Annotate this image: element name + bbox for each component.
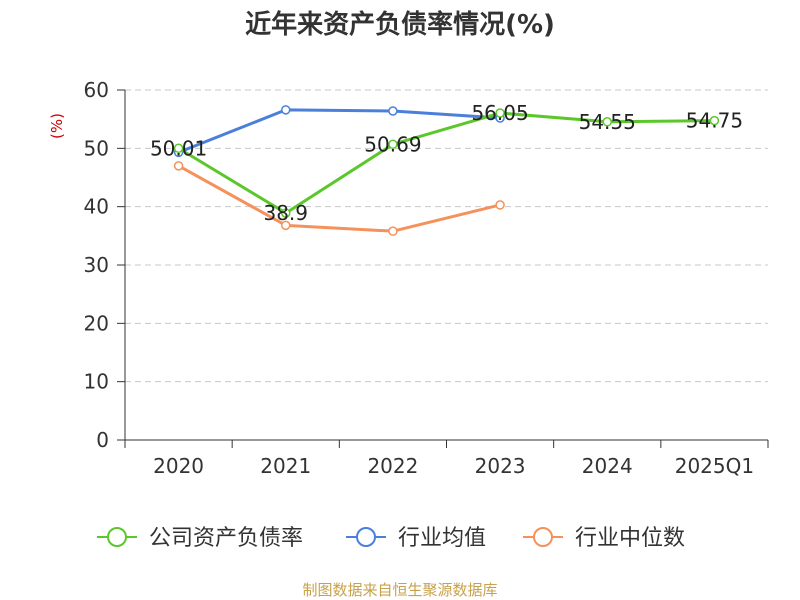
data-labels: 50.01 38.9 50.69 56.05 54.55 54.75: [150, 101, 743, 225]
legend-item[interactable]: 行业中位数: [523, 526, 685, 551]
series-line: [177, 164, 501, 233]
data-point: [281, 208, 291, 218]
legend-label: 行业中位数: [575, 526, 685, 551]
legend-swatch-marker: [356, 527, 376, 547]
x-tick-label: 2023: [475, 454, 526, 478]
x-tick-label: 2022: [367, 454, 418, 478]
series-line: [178, 108, 501, 154]
series-lines: [173, 105, 720, 236]
data-label: 50.69: [364, 132, 421, 156]
series-line: [177, 111, 715, 215]
y-tick-label: 60: [84, 78, 109, 102]
legend-swatch-marker: [533, 527, 553, 547]
x-tick-label: 2020: [153, 454, 204, 478]
data-point: [388, 139, 398, 150]
legend-label: 行业均值: [398, 526, 486, 551]
x-tick-label: 2025Q1: [675, 454, 754, 478]
data-label: 50.01: [150, 136, 207, 160]
data-point: [173, 161, 184, 171]
data-point: [709, 115, 720, 126]
legend[interactable]: 公司资产负债率 行业均值 行业中位数: [97, 526, 685, 551]
data-point: [388, 226, 398, 236]
data-label: 54.55: [579, 110, 636, 134]
legend-item[interactable]: 公司资产负债率: [97, 526, 303, 551]
y-tick-label: 0: [96, 428, 109, 452]
data-point: [495, 108, 505, 118]
x-tick-label: 2021: [260, 454, 311, 478]
y-tick-label: 20: [84, 311, 109, 335]
data-point: [388, 106, 398, 116]
legend-item[interactable]: 行业均值: [346, 526, 486, 551]
gridlines: [125, 89, 768, 383]
data-label: 56.05: [471, 101, 528, 125]
data-point: [602, 117, 612, 127]
data-point: [173, 143, 184, 154]
y-tick-label: 10: [84, 370, 109, 394]
data-label: 54.75: [686, 109, 743, 133]
legend-swatch-marker: [107, 527, 127, 547]
y-tick-label: 50: [84, 136, 109, 160]
data-point: [281, 105, 291, 115]
y-tick-label: 40: [84, 195, 109, 219]
axes: 0 10 20 30 40 50 60 2020 2021 2022 2023 2024 2025Q1: [84, 78, 769, 478]
chart-title: 近年来资产负债率情况(%): [245, 9, 555, 40]
data-label: 38.9: [263, 201, 308, 225]
y-tick-label: 30: [84, 253, 109, 277]
x-tick-label: 2024: [582, 454, 633, 478]
data-point: [495, 200, 505, 210]
data-point: [281, 220, 291, 231]
y-axis-unit-label: (%): [48, 113, 66, 139]
legend-label: 公司资产负债率: [149, 526, 303, 551]
source-note: 制图数据来自恒生聚源数据库: [302, 581, 497, 599]
